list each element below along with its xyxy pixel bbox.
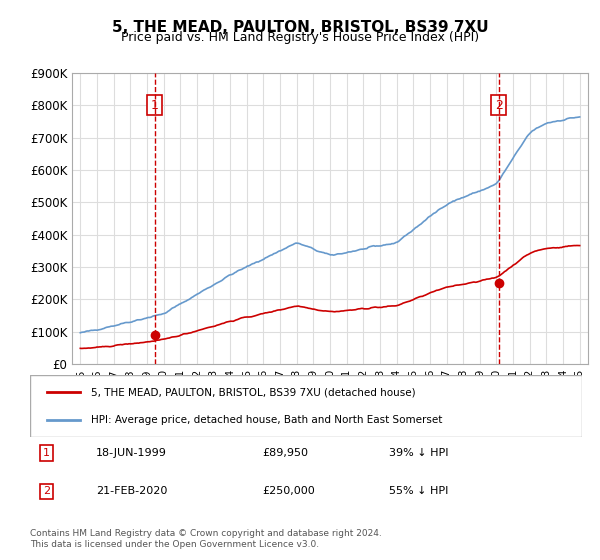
- Text: 5, THE MEAD, PAULTON, BRISTOL, BS39 7XU: 5, THE MEAD, PAULTON, BRISTOL, BS39 7XU: [112, 20, 488, 35]
- Text: 39% ↓ HPI: 39% ↓ HPI: [389, 448, 448, 458]
- Text: 21-FEB-2020: 21-FEB-2020: [96, 487, 167, 496]
- Text: £250,000: £250,000: [262, 487, 314, 496]
- Text: 2: 2: [43, 487, 50, 496]
- Text: Contains HM Land Registry data © Crown copyright and database right 2024.
This d: Contains HM Land Registry data © Crown c…: [30, 529, 382, 549]
- Text: 5, THE MEAD, PAULTON, BRISTOL, BS39 7XU (detached house): 5, THE MEAD, PAULTON, BRISTOL, BS39 7XU …: [91, 388, 415, 398]
- Text: 55% ↓ HPI: 55% ↓ HPI: [389, 487, 448, 496]
- Text: 1: 1: [43, 448, 50, 458]
- FancyBboxPatch shape: [30, 375, 582, 437]
- Text: Price paid vs. HM Land Registry's House Price Index (HPI): Price paid vs. HM Land Registry's House …: [121, 31, 479, 44]
- Text: £89,950: £89,950: [262, 448, 308, 458]
- Text: 18-JUN-1999: 18-JUN-1999: [96, 448, 167, 458]
- Text: HPI: Average price, detached house, Bath and North East Somerset: HPI: Average price, detached house, Bath…: [91, 414, 442, 424]
- Text: 1: 1: [151, 99, 158, 111]
- Text: 2: 2: [494, 99, 503, 111]
